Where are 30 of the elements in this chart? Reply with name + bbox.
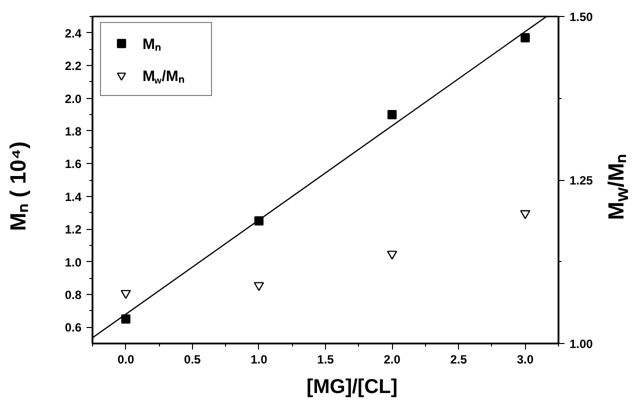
legend-label: Mₙ (142, 36, 161, 53)
y-tick-label: 0.6 (64, 320, 82, 335)
x-tick-label: 1.5 (317, 352, 334, 366)
point (520, 33, 530, 42)
y-tick-label: 2.4 (64, 26, 82, 40)
y-axis-title: Mₙ ( 10⁴) (4, 142, 32, 232)
point (254, 282, 264, 292)
y-tick-label: 1.4 (64, 190, 82, 204)
y2-tick-label: 1.00 (570, 337, 594, 351)
y-tick-label: 2.2 (64, 59, 82, 74)
x-tick-label: 3.0 (516, 352, 534, 366)
x-tick-label: 1.0 (250, 352, 268, 366)
point (387, 110, 397, 120)
y-tick-label: 1.6 (64, 157, 82, 172)
x-tick-label: 2.0 (384, 352, 401, 366)
point (386, 250, 398, 260)
point (121, 314, 130, 324)
x-axis-title: [MG]/[CL] (306, 375, 398, 400)
x-tick-label: 2.5 (450, 352, 468, 366)
point (120, 290, 131, 299)
y-tick-label: 1.2 (64, 222, 82, 237)
x-tick-label: 0.0 (117, 352, 134, 366)
point (520, 210, 530, 220)
y2-tick-label: 1.50 (570, 10, 594, 24)
y-tick-label: 2.0 (64, 92, 82, 106)
y-tick-label: 1.8 (64, 124, 82, 138)
x-tick-label: 0.5 (184, 352, 202, 366)
y-tick-label: 1.0 (64, 255, 82, 270)
y2-tick-label: 1.25 (570, 174, 594, 188)
y-tick-label: 0.8 (64, 288, 82, 302)
